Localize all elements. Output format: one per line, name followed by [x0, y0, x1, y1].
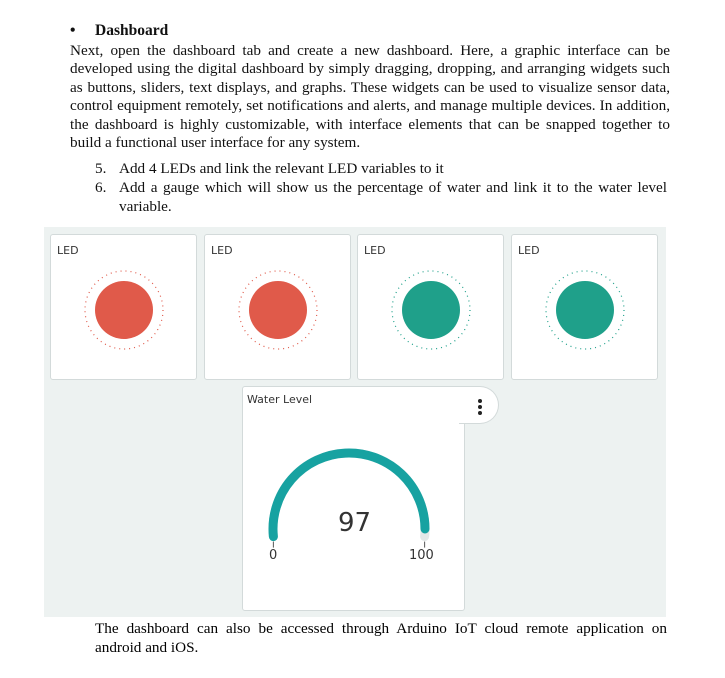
gauge-fill — [268, 448, 430, 542]
widget-label: LED — [211, 244, 233, 257]
led-widget[interactable]: LED — [204, 234, 351, 380]
led-light — [95, 281, 153, 339]
kebab-menu-icon — [478, 399, 482, 417]
led-light — [249, 281, 307, 339]
widget-menu-button[interactable] — [459, 386, 499, 424]
gauge-arc — [268, 448, 430, 548]
led-light — [402, 281, 460, 339]
intro-paragraph: Next, open the dashboard tab and create … — [70, 42, 670, 152]
led-indicator-icon — [545, 270, 625, 350]
step-text: Add 4 LEDs and link the relevant LED var… — [119, 160, 444, 177]
led-ring — [238, 270, 318, 350]
list-item: 5. Add 4 LEDs and link the relevant LED v… — [95, 159, 667, 178]
step-number: 6. — [95, 179, 107, 196]
led-indicator-icon — [391, 270, 471, 350]
led-widget[interactable]: LED — [357, 234, 504, 380]
gauge-value: 97 — [337, 508, 372, 538]
led-ring — [391, 270, 471, 350]
heading-text: Dashboard — [95, 22, 169, 39]
led-widget[interactable]: LED — [50, 234, 197, 380]
led-ring — [545, 270, 625, 350]
gauge-widget[interactable]: Water Level 97 0 100 — [242, 386, 465, 611]
gauge-max-label: 100 — [409, 548, 434, 563]
led-indicator-icon — [84, 270, 164, 350]
led-widget[interactable]: LED — [511, 234, 658, 380]
gauge-min-label: 0 — [269, 548, 278, 563]
widget-label: LED — [57, 244, 79, 257]
list-item: 6. Add a gauge which will show us the per… — [95, 178, 667, 216]
widget-label: Water Level — [247, 393, 313, 406]
led-light — [556, 281, 614, 339]
led-indicator-icon — [238, 270, 318, 350]
dashboard-screenshot: LED LED LED LED Water Level 97 0 100 — [44, 227, 666, 617]
steps-list: 5. Add 4 LEDs and link the relevant LED v… — [95, 159, 667, 216]
step-text: Add a gauge which will show us the perce… — [119, 179, 667, 215]
bullet-icon: • — [70, 22, 76, 39]
led-ring — [84, 270, 164, 350]
closing-paragraph: The dashboard can also be accessed throu… — [95, 620, 667, 656]
widget-label: LED — [364, 244, 386, 257]
widget-label: LED — [518, 244, 540, 257]
section-heading: • Dashboard — [70, 22, 168, 40]
step-number: 5. — [95, 160, 107, 177]
